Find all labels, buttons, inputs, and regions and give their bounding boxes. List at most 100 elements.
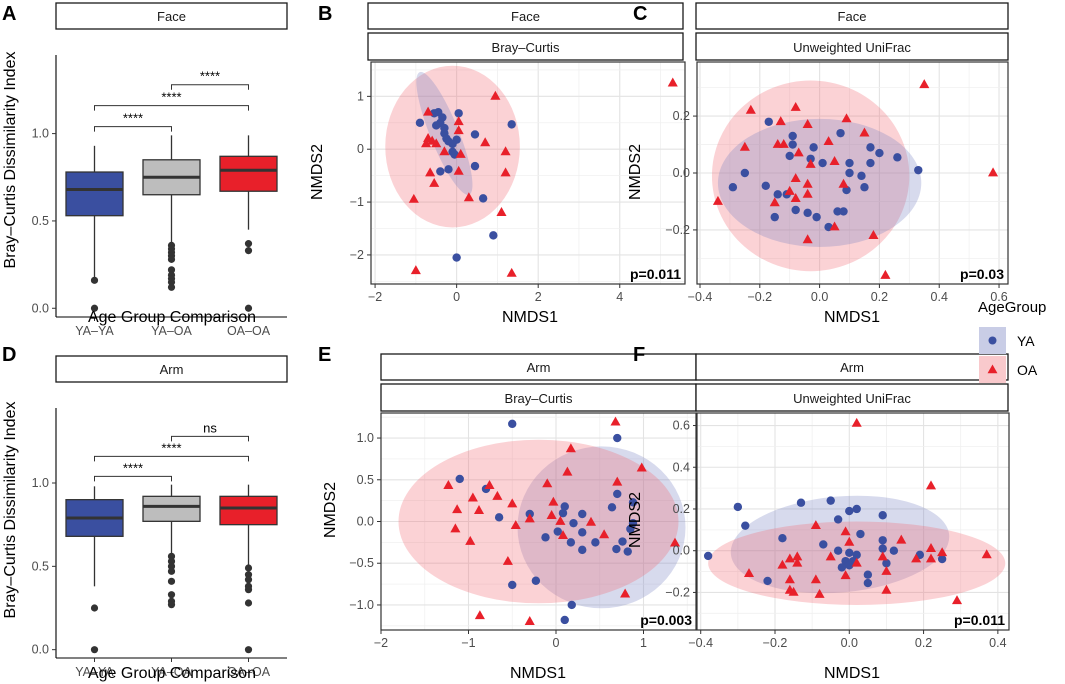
data-point-ya (436, 167, 445, 176)
outlier-point (244, 646, 253, 654)
outlier-point (90, 276, 99, 284)
plot-background (697, 413, 1009, 630)
outlier-point (90, 304, 99, 312)
data-point-ya (553, 527, 562, 536)
data-point-ya (806, 154, 815, 163)
plot-area (398, 416, 686, 626)
outlier-point (244, 564, 253, 572)
data-point-ya (566, 538, 576, 547)
outlier-point (167, 591, 176, 599)
data-point-oa (981, 549, 992, 559)
data-point-oa (911, 553, 922, 563)
x-tick-label: −2 (368, 290, 382, 304)
x-tick-label: −2 (374, 636, 388, 650)
x-tick-label: 0.2 (915, 636, 932, 650)
data-point-oa (500, 167, 511, 177)
data-point-oa (838, 178, 849, 188)
data-point-ya (882, 559, 891, 568)
y-axis-title: NMDS2 (627, 144, 644, 200)
outlier-point (167, 278, 176, 286)
data-point-oa (429, 177, 440, 187)
data-point-ya (875, 148, 884, 158)
data-point-oa (439, 146, 450, 156)
x-tick-label: YA–YA (75, 324, 114, 338)
data-point-oa (802, 178, 813, 188)
data-point-oa (881, 584, 892, 594)
plot-area (711, 79, 999, 279)
y-tick-label: 0.0 (673, 544, 690, 558)
data-point-oa (790, 193, 801, 202)
y-tick-label: 0.0 (673, 166, 690, 180)
data-point-oa (919, 79, 930, 89)
x-tick-label: −0.2 (747, 290, 772, 304)
data-point-ya (623, 547, 632, 556)
data-point-oa (410, 265, 421, 275)
data-point-ya (567, 600, 576, 610)
outlier-point (167, 557, 176, 565)
facet-strip-label: Bray–Curtis (505, 391, 573, 406)
data-point-oa (868, 230, 879, 239)
data-point-ya (863, 578, 873, 588)
data-point-ya (866, 158, 875, 168)
data-point-oa (844, 536, 855, 546)
data-point-ya (893, 153, 902, 162)
data-point-ya (613, 433, 622, 443)
outlier-point (167, 567, 176, 575)
data-point-ya (618, 537, 627, 546)
data-point-ya (444, 165, 453, 174)
data-point-oa (937, 547, 948, 557)
x-tick-label: 4 (616, 290, 623, 304)
facet-strip-label: Face (157, 9, 186, 24)
data-point-ya (489, 231, 498, 240)
facet-strip-label: Arm (527, 360, 551, 375)
data-point-oa (925, 480, 937, 490)
y-tick-label: 0.2 (673, 109, 690, 123)
data-point-oa (825, 551, 836, 561)
data-point-oa (524, 513, 535, 523)
x-tick-label: 0.2 (871, 290, 888, 304)
x-axis-title: NMDS1 (824, 665, 880, 682)
y-tick-label: −1.0 (349, 598, 374, 612)
data-point-oa (510, 520, 521, 530)
facet-strip (695, 32, 1009, 61)
x-tick-label: YA–OA (151, 665, 192, 679)
x-tick-label: −0.4 (688, 636, 713, 650)
x-axis-title: NMDS1 (510, 665, 566, 682)
significance-label: **** (123, 111, 143, 126)
outlier-point (167, 552, 176, 560)
x-tick-label: YA–YA (75, 665, 114, 679)
plot-area (703, 417, 1006, 605)
y-tick-label: 1 (357, 89, 364, 103)
outlier-point (244, 247, 253, 255)
data-point-ya (889, 546, 899, 555)
y-tick-label: 1.0 (357, 431, 374, 445)
y-tick-label: −1 (350, 195, 364, 209)
data-point-ya (937, 554, 947, 564)
y-tick-label: −0.2 (665, 585, 690, 599)
x-tick-label: 0.6 (990, 290, 1007, 304)
data-point-oa (841, 113, 852, 123)
outlier-point (167, 255, 176, 263)
data-point-oa (502, 555, 513, 565)
data-point-ya (852, 504, 861, 514)
y-tick-label: 0.4 (673, 460, 690, 474)
significance-label: ns (203, 420, 217, 435)
p-value-annotation: p=0.03 (960, 266, 1004, 282)
outlier-point (90, 646, 99, 654)
data-point-ya (569, 518, 578, 528)
data-point-ya (560, 502, 569, 511)
legend: AgeGroup YA OA (978, 299, 1046, 383)
data-point-oa (667, 77, 678, 87)
p-value-annotation: p=0.003 (640, 612, 692, 628)
y-tick-label: 0.2 (673, 502, 690, 516)
data-point-ya (788, 140, 797, 149)
data-point-ya (626, 524, 635, 534)
p-value-annotation: p=0.011 (630, 266, 681, 282)
data-point-oa (777, 559, 788, 569)
data-point-ya (613, 489, 622, 499)
x-tick-label: OA–OA (227, 665, 271, 679)
data-point-ya (740, 168, 750, 178)
y-axis-title: Bray–Curtis Dissimilarity Index (2, 52, 19, 269)
data-point-oa (506, 267, 517, 277)
data-point-oa (793, 147, 804, 157)
